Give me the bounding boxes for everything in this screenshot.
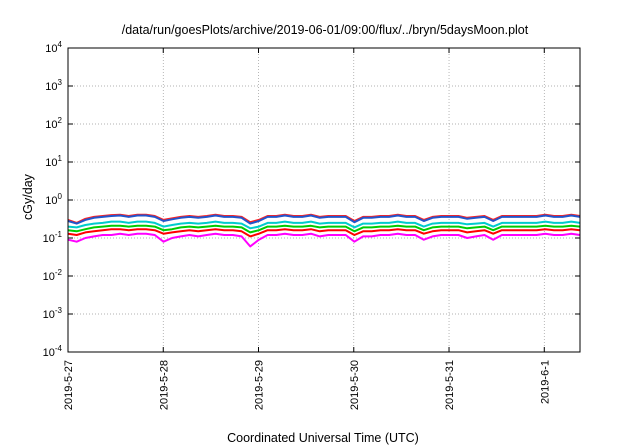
x-tick-label: 2019-5-30 — [349, 360, 361, 410]
y-tick-label: 102 — [45, 116, 62, 131]
y-tick-exponent: -3 — [55, 306, 63, 315]
y-tick-exponent: 4 — [58, 40, 63, 49]
y-tick-exponent: 3 — [58, 78, 63, 87]
x-tick-label: 2019-5-31 — [444, 360, 456, 410]
y-tick-base: 10 — [45, 43, 57, 55]
y-tick-base: 10 — [45, 81, 57, 93]
y-tick-label: 101 — [45, 154, 62, 169]
series-line — [67, 220, 581, 230]
y-tick-exponent: 2 — [58, 116, 63, 125]
y-tick-base: 10 — [43, 271, 55, 283]
y-tick-exponent: -2 — [55, 268, 63, 277]
y-tick-base: 10 — [43, 309, 55, 321]
x-tick-label: 2019-5-27 — [63, 360, 75, 410]
y-tick-label: 103 — [45, 78, 62, 93]
y-tick-label: 10-4 — [43, 344, 63, 359]
y-tick-base: 10 — [43, 347, 55, 359]
y-axis-label: cGy/day — [21, 173, 35, 220]
chart-title: /data/run/goesPlots/archive/2019-06-01/0… — [122, 23, 529, 37]
y-tick-label: 10-3 — [43, 306, 63, 321]
x-tick-labels: 2019-5-27 2019-5-28 2019-5-29 2019-5-30 2019… — [63, 360, 551, 410]
series-line — [67, 232, 581, 248]
series-line — [67, 228, 581, 238]
y-tick-exponent: -4 — [55, 344, 63, 353]
series-line — [67, 214, 581, 225]
y-tick-base: 10 — [43, 233, 55, 245]
y-tick-label: 10-1 — [43, 230, 63, 245]
y-tick-label: 100 — [45, 192, 62, 207]
y-tick-base: 10 — [45, 157, 57, 169]
x-tick-label: 2019-5-29 — [254, 360, 266, 410]
x-axis-label: Coordinated Universal Time (UTC) — [227, 431, 419, 445]
y-tick-exponent: 1 — [58, 154, 63, 163]
y-tick-label: 10-2 — [43, 268, 63, 283]
series-group — [67, 213, 581, 248]
series-line — [67, 224, 581, 234]
y-tick-label: 104 — [45, 40, 62, 55]
y-tick-exponent: -1 — [55, 230, 63, 239]
y-tick-base: 10 — [45, 195, 57, 207]
grid-lines — [67, 47, 580, 353]
x-tick-label: 2019-6-1 — [539, 360, 551, 404]
plot-frame — [67, 47, 581, 353]
y-tick-exponent: 0 — [58, 192, 63, 201]
x-tick-label: 2019-5-28 — [158, 360, 170, 410]
y-tick-base: 10 — [45, 119, 57, 131]
